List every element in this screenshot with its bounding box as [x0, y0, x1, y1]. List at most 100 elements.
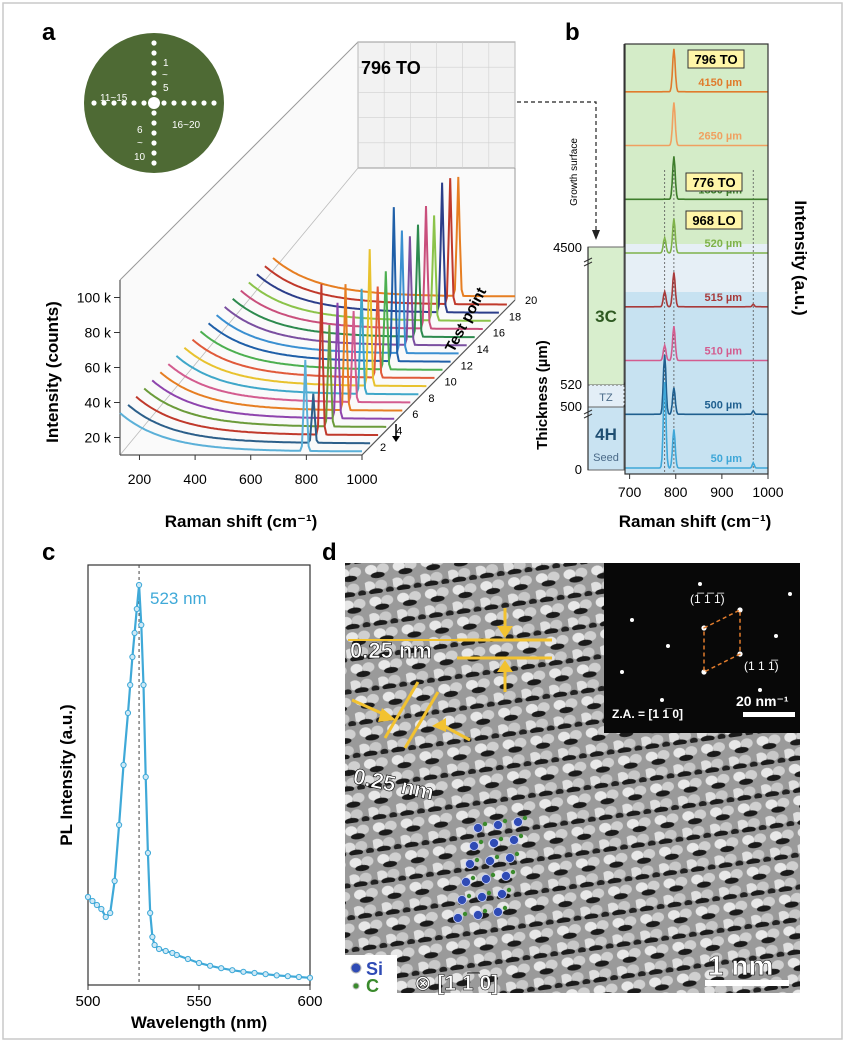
wafer-test-point-dot [151, 110, 157, 116]
bar-3c-region [587, 246, 625, 386]
fft-diffraction-spot [666, 644, 670, 648]
thickness-tick-500: 500 [560, 399, 582, 414]
c-atom [498, 836, 504, 842]
panel-a-x-label: Raman shift (cm⁻¹) [165, 512, 318, 531]
c-atom [470, 875, 476, 881]
wafer-test-point-dot [151, 140, 157, 146]
panel-a-label: a [42, 19, 56, 46]
c-atom [514, 851, 520, 857]
c-atom [482, 821, 488, 827]
panel-b-x-tick-label: 700 [618, 484, 642, 500]
panel-b-spectrum [625, 355, 768, 416]
pl-data-point [195, 959, 203, 967]
wafer-test-point-dot [161, 100, 167, 106]
raman-series-point-1 [119, 359, 362, 453]
fft-diffraction-spot [698, 582, 702, 586]
thickness-axis-break-top [583, 257, 593, 267]
panel-c-x-tick-label: 550 [186, 993, 211, 1010]
growth-connector-arrowhead [592, 230, 600, 240]
si-atom [481, 874, 491, 884]
c-atom [502, 818, 508, 824]
fft-diffraction-spot [620, 670, 624, 674]
pl-data-point [306, 974, 314, 981]
spacing-label-horizontal: 0.25 nm [350, 638, 432, 663]
atom-model-overlay [453, 815, 528, 923]
panel-a-z-tick-label: 20 [525, 295, 537, 307]
panel-a-depth-axis [361, 299, 516, 456]
panel-a-z-tick-label: 4 [396, 426, 402, 438]
wafer-test-point-dot [151, 160, 157, 166]
thickness-tick-4500: 4500 [553, 240, 582, 255]
thickness-axis-label: Thickness (µm) [534, 340, 551, 450]
panel-b-annotation-box [685, 210, 743, 230]
thickness-tick-520: 520 [560, 377, 582, 392]
bar-label-seed: Seed [593, 452, 619, 464]
panel-b-annotation-label: 796 TO [694, 52, 737, 67]
c-atom [494, 854, 500, 860]
pl-data-point [140, 681, 147, 689]
panel-b-x-tick-label: 1000 [752, 484, 783, 500]
wafer-inset: 1 ~ 5 11~15 16~20 6 ~ 10 [84, 33, 224, 173]
wafer-test-point-dot [151, 90, 157, 96]
wafer-test-point-dot [121, 100, 127, 106]
fft-diffraction-spot [630, 618, 634, 622]
panel-b-annotation-label: 968 LO [692, 213, 735, 228]
panel-a-x-tick-label: 600 [239, 471, 263, 487]
panel-a-z-tick-label: 16 [493, 328, 505, 340]
panel-a-x-tick-label: 400 [183, 471, 207, 487]
panel-b-annotation-box [687, 49, 745, 69]
panel-c-plot-frame [87, 564, 311, 986]
si-atom [509, 835, 519, 845]
si-atom [453, 913, 463, 923]
pl-data-point [120, 761, 127, 769]
panel-b-spectrum [625, 218, 768, 254]
si-atom [461, 877, 471, 887]
bar-label-4h: 4H [595, 425, 617, 444]
pl-data-point [124, 709, 132, 717]
wafer-test-point-dot [191, 100, 197, 106]
pl-data-point [155, 945, 163, 953]
panel-a-y-tick-label: 100 k [77, 290, 112, 306]
raman-series-point-2 [127, 393, 371, 445]
c-atom [502, 905, 508, 911]
wafer-center-dot [148, 97, 160, 109]
panel-a-y-tick-label: 80 k [85, 325, 112, 341]
panel-b-x-label: Raman shift (cm⁻¹) [619, 512, 772, 531]
fft-diffraction-spot [788, 592, 792, 596]
pl-data-point [111, 877, 118, 885]
c-atom [486, 890, 492, 896]
wafer-test-point-dot [151, 70, 157, 76]
panel-a-x-tick-label: 200 [128, 471, 152, 487]
wafer-test-point-dot [151, 40, 157, 46]
panel-d-hrtem-image: 0.25 nm 0.25 nm (1̅ 1̅ 1̅) (1 1 1̅) Z.A.… [345, 563, 800, 996]
pl-data-point [93, 901, 100, 909]
wafer-test-point-dot [151, 50, 157, 56]
wafer-label-11-15: 11~15 [100, 93, 128, 104]
si-atom [501, 871, 511, 881]
fft-scale-bar [743, 712, 795, 717]
panel-a-z-tick-label: 2 [380, 442, 386, 454]
legend-c-label: C [366, 976, 379, 996]
panel-b-x-tick-label: 800 [664, 484, 688, 500]
bar-4h-region [587, 406, 625, 471]
si-atom [513, 817, 523, 827]
legend-c-marker [352, 982, 360, 990]
thickness-tick-0: 0 [575, 462, 582, 477]
pl-data-point [251, 969, 258, 977]
pl-data-point [89, 897, 96, 905]
wafer-test-point-dot [111, 100, 117, 106]
pl-data-point [284, 973, 291, 980]
panel-a-z-tick-label: 10 [444, 377, 456, 389]
c-atom [478, 839, 484, 845]
panel-b-spectrum-label: 4150 µm [698, 77, 742, 89]
pl-data-point [240, 968, 247, 975]
pl-data-point [144, 849, 152, 857]
c-atom [490, 872, 496, 878]
wafer-test-point-dot [151, 80, 157, 86]
pl-data-point [142, 773, 149, 781]
fft-inset [604, 563, 800, 733]
wafer-label-tilde-top: ~ [162, 70, 168, 81]
panel-b-plot-frame [624, 43, 769, 475]
wafer-test-point-dot [151, 120, 157, 126]
